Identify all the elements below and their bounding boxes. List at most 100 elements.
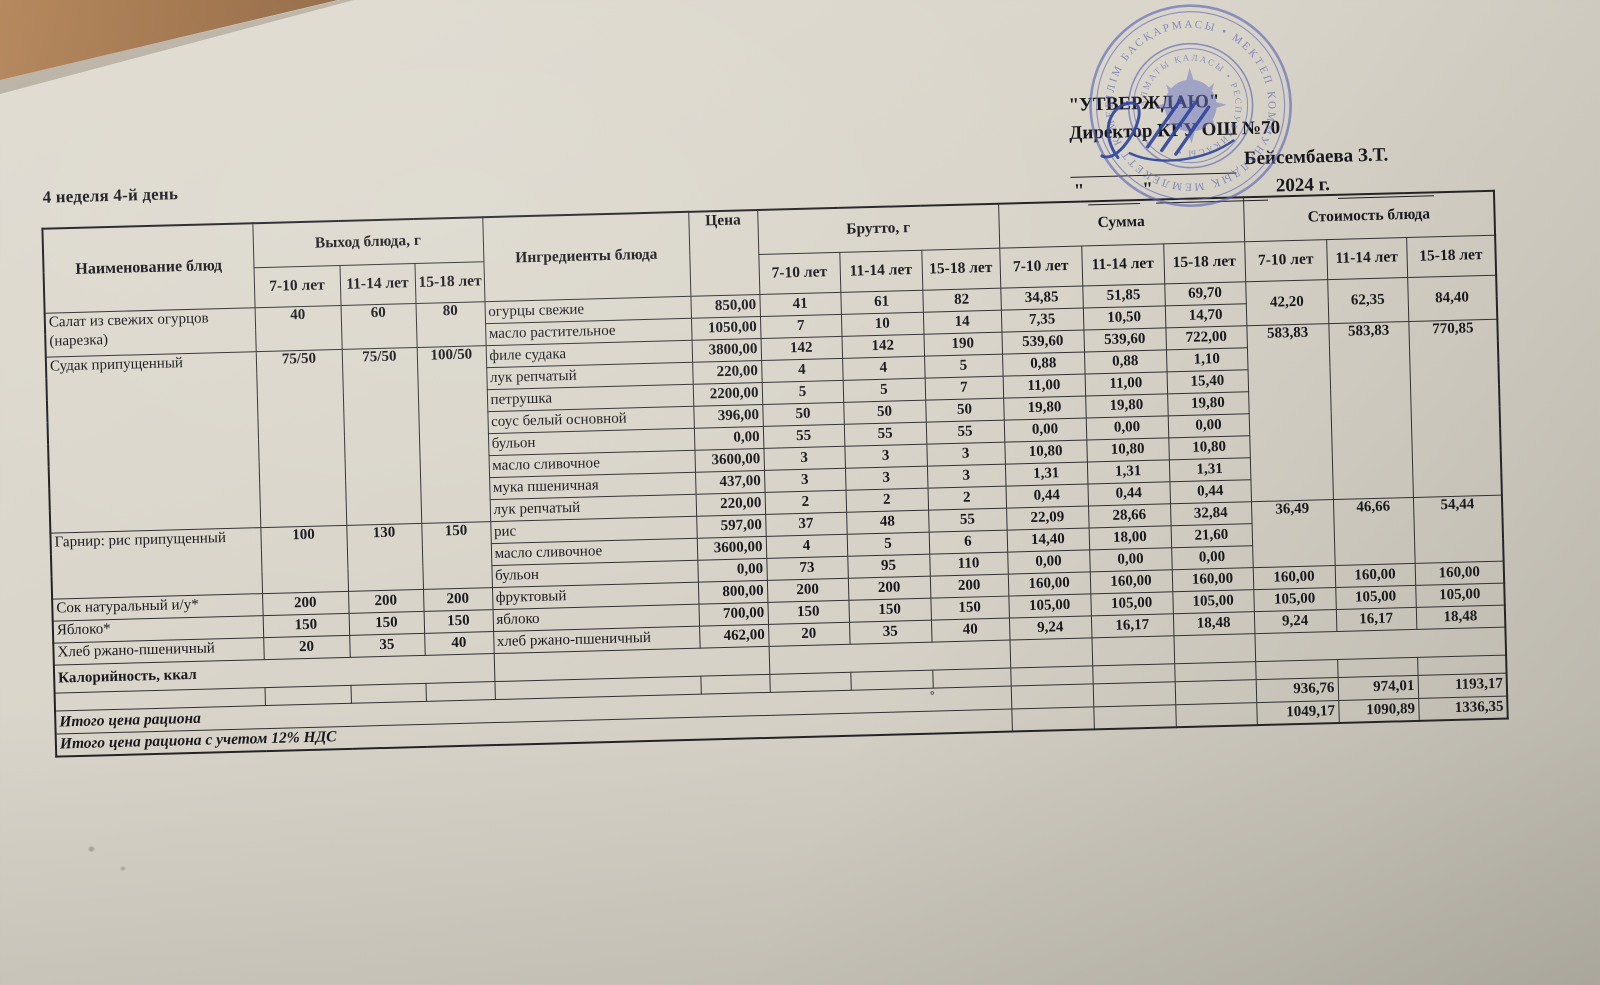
year-label: 2024 г. <box>1275 174 1331 197</box>
brutto-cell: 3 <box>926 441 1005 466</box>
brutto-cell: 55 <box>762 423 845 448</box>
yield-cell: 20 <box>263 634 350 660</box>
age-header-yield-1: 11-14 лет <box>339 263 416 305</box>
total-value-cell: 1336,35 <box>1418 695 1508 721</box>
signature-line <box>1069 150 1237 178</box>
brutto-cell: 5 <box>846 531 930 556</box>
summa-cell: 69,70 <box>1164 281 1246 306</box>
summa-cell: 1,10 <box>1165 347 1248 372</box>
brutto-cell: 4 <box>765 533 848 558</box>
dish-name-cell: Судак припущенный <box>45 351 261 533</box>
brutto-cell: 2 <box>764 489 847 514</box>
yield-cell: 150 <box>262 612 350 638</box>
summa-cell: 0,00 <box>1171 545 1253 570</box>
month-blank-line <box>1155 178 1269 204</box>
cost-cell: 105,00 <box>1415 582 1505 607</box>
summa-cell: 11,00 <box>1084 371 1168 396</box>
total-value-cell: 1193,17 <box>1417 672 1508 698</box>
cost-cell: 9,24 <box>1253 609 1337 634</box>
yield-cell: 130 <box>346 522 423 591</box>
price-cell: 3800,00 <box>691 337 762 362</box>
yield-cell: 80 <box>415 301 486 347</box>
age-header-brutto-1: 11-14 лет <box>839 249 923 292</box>
yield-cell: 40 <box>254 304 342 352</box>
brutto-cell: 2 <box>927 485 1007 510</box>
brutto-cell: 3 <box>763 445 845 470</box>
summa-cell: 0,00 <box>1085 415 1169 440</box>
summa-cell: 160,00 <box>1171 567 1254 592</box>
brutto-cell: 150 <box>848 597 931 622</box>
summa-cell: 539,60 <box>1083 327 1166 352</box>
summa-cell: 18,00 <box>1088 525 1172 550</box>
summa-cell: 14,40 <box>1006 527 1090 552</box>
brutto-cell: 3 <box>844 465 928 490</box>
dish-name-line1: Хлеб ржано-пшеничный <box>57 639 216 660</box>
empty-cell <box>1092 663 1175 684</box>
price-cell: 700,00 <box>698 601 769 626</box>
brutto-cell: 150 <box>930 595 1009 620</box>
cost-cell: 84,40 <box>1407 274 1498 322</box>
total-label: Итого цена рациона <box>59 709 202 730</box>
empty-cell <box>1010 683 1094 709</box>
summa-cell: 28,66 <box>1088 503 1171 528</box>
price-cell: 1050,00 <box>690 315 761 340</box>
cost-cell: 16,17 <box>1335 606 1417 632</box>
summa-cell: 10,50 <box>1082 305 1166 330</box>
age-header-brutto-0: 7-10 лет <box>758 251 841 295</box>
price-cell: 800,00 <box>697 579 768 604</box>
summa-cell: 15,40 <box>1166 369 1249 394</box>
yield-cell: 60 <box>340 303 417 349</box>
total-value-cell: 936,76 <box>1255 676 1339 703</box>
brutto-cell: 7 <box>924 375 1004 400</box>
summa-cell: 10,80 <box>1086 437 1169 462</box>
cost-cell: 160,00 <box>1252 565 1336 590</box>
brutto-cell: 5 <box>842 377 926 402</box>
summa-cell: 0,44 <box>1087 481 1171 506</box>
brutto-cell: 142 <box>841 333 925 358</box>
brutto-cell: 50 <box>843 399 926 424</box>
brutto-cell: 14 <box>922 309 1002 334</box>
summa-cell: 0,00 <box>1007 549 1090 574</box>
brutto-cell: 41 <box>759 291 841 316</box>
brutto-cell: 50 <box>925 397 1004 422</box>
brutto-cell: 55 <box>928 507 1007 532</box>
total-label: Итого цена рациона с учетом 12% НДС <box>59 728 337 753</box>
summa-cell: 105,00 <box>1090 591 1173 616</box>
brutto-cell: 4 <box>842 355 925 380</box>
brutto-cell: 3 <box>844 443 927 468</box>
dish-name-line1: Салат из свежих огурцов <box>48 309 209 331</box>
yield-cell: 200 <box>422 587 493 611</box>
summa-cell: 0,44 <box>1169 479 1252 504</box>
empty-cell <box>425 681 495 701</box>
total-value-cell: 974,01 <box>1337 674 1419 700</box>
brutto-cell: 37 <box>765 511 847 536</box>
approval-block: "УТВЕРЖДАЮ" Директор КГУ ОШ №70 Бейсемба… <box>1068 81 1471 206</box>
total-value-cell: 1049,17 <box>1256 699 1339 726</box>
empty-cell <box>1010 665 1093 686</box>
empty-cell <box>264 684 351 706</box>
summa-cell: 19,80 <box>1167 391 1249 416</box>
brutto-cell: 190 <box>923 331 1003 356</box>
yield-cell: 150 <box>423 609 494 633</box>
cost-cell: 54,44 <box>1412 494 1504 563</box>
summa-cell: 18,48 <box>1172 611 1255 636</box>
summa-cell: 0,00 <box>1003 417 1087 442</box>
price-cell: 396,00 <box>693 403 763 428</box>
brutto-cell: 3 <box>926 463 1006 488</box>
brutto-cell: 35 <box>849 619 932 644</box>
summa-cell: 34,85 <box>1000 285 1083 310</box>
paper-smudge <box>88 846 95 852</box>
yield-cell: 40 <box>424 631 494 655</box>
age-header-cost-2: 15-18 лет <box>1406 234 1497 278</box>
cost-cell: 36,49 <box>1251 499 1335 568</box>
price-cell: 0,00 <box>693 425 764 450</box>
empty-cell <box>1255 659 1338 680</box>
age-header-brutto-2: 15-18 лет <box>921 247 1001 290</box>
brutto-cell: 55 <box>925 419 1005 444</box>
summa-cell: 1,31 <box>1004 461 1088 486</box>
brutto-cell: 2 <box>845 487 929 512</box>
brutto-cell: 142 <box>760 335 843 360</box>
cost-cell: 105,00 <box>1253 587 1336 612</box>
price-cell: 2200,00 <box>692 381 763 406</box>
